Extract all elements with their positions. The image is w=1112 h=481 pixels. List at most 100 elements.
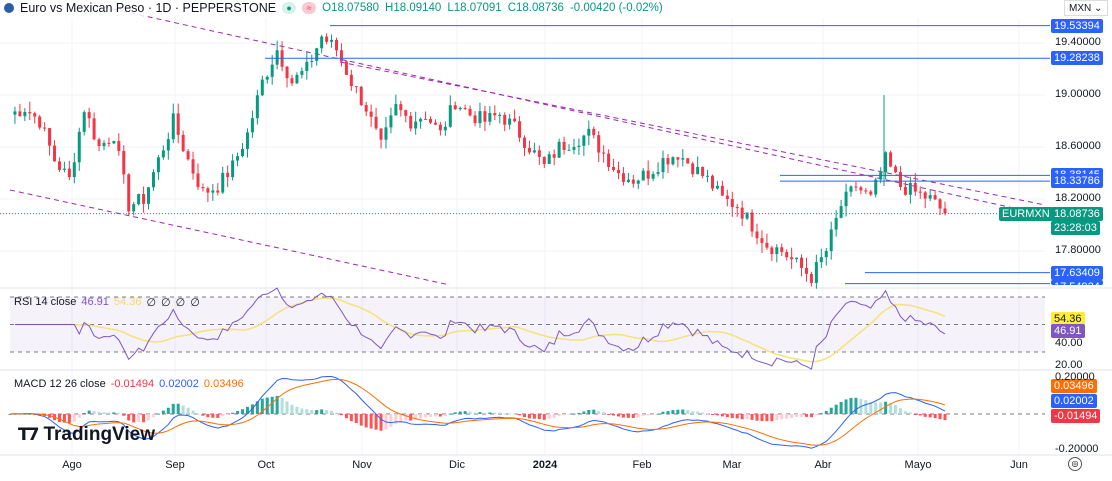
macd-histogram-bar [616,414,620,417]
candle [433,122,437,125]
macd-histogram-bar [785,414,789,419]
macd-histogram-bar [765,414,769,422]
ohlc-change: -0.00420 (-0.02%) [569,2,663,14]
candle [241,148,245,157]
candle [839,206,843,218]
macd-histogram-bar [849,397,853,414]
macd-histogram-bar [354,414,358,424]
macd-histogram-bar [770,414,774,422]
candle [364,105,368,112]
candle [849,186,853,192]
candle [503,114,507,125]
candle [720,185,724,196]
candle [389,115,393,128]
settings-gear-icon[interactable]: ◎ [1068,457,1082,471]
macd-histogram-bar [814,414,818,416]
candle [275,50,279,65]
candle [770,247,774,255]
candle [938,199,942,209]
rsi-legend[interactable]: RSI 14 close 46.91 54.36 ∅ ∅ ∅ ∅ [14,296,200,309]
candle [641,170,645,181]
candle [122,150,126,175]
candle [33,113,37,117]
macd-histogram-bar [928,414,932,418]
macd-histogram-bar [107,412,111,414]
macd-histogram-bar [656,413,660,415]
tradingview-logo[interactable]: 𝗧𝟳 TradingView [18,424,155,446]
trend-line [9,189,451,286]
macd-legend[interactable]: MACD 12 26 close -0.01494 0.02002 0.0349… [14,378,244,390]
macd-histogram-bar [132,414,136,423]
macd-histogram-bar [325,410,329,414]
macd-histogram-bar [819,413,823,415]
macd-histogram-bar [77,414,81,418]
macd-histogram-bar [176,403,180,414]
candle [918,191,922,193]
candle [171,113,175,140]
candle [933,195,937,200]
candle [438,124,442,131]
candle [795,257,799,260]
macd-histogram-bar [231,412,235,414]
candle [691,163,695,175]
macd-histogram-bar [696,411,700,414]
candle [775,247,779,255]
macd-histogram-bar [339,414,343,416]
candle [186,151,190,160]
price-tick: 19.40000 [1055,36,1101,48]
symbol-title[interactable]: Euro vs Mexican Peso · 1D · PEPPERSTONE [20,1,277,15]
candle [255,95,259,119]
candle [424,118,428,120]
macd-line [9,375,946,449]
candle [72,162,76,178]
candle [28,111,32,114]
time-axis-label: Jun [1010,459,1028,471]
candle [864,190,868,192]
candle [483,111,487,122]
candle [814,262,818,283]
macd-histogram-bar [607,414,611,415]
data-delay-icon: ≈ [302,2,317,14]
candle [191,159,195,174]
candle [562,141,566,151]
level-price-label: 19.28238 [1051,51,1103,66]
macd-histogram-bar [335,412,339,414]
macd-histogram-bar [221,414,225,417]
macd-histogram-bar [379,414,383,431]
macd-histogram-bar [424,414,428,418]
candle [48,128,52,146]
candle [602,152,606,154]
candle [626,179,630,182]
macd-histogram-bar [300,408,304,414]
macd-histogram-bar [57,414,61,423]
candle [913,182,917,192]
candle [800,257,804,268]
candle [755,231,759,239]
candle [300,71,304,75]
candle [107,142,111,144]
macd-histogram-bar [186,407,190,414]
time-axis-label: Abr [814,459,832,471]
ohlc-low: L18.07091 [447,2,502,14]
macd-histogram-bar [740,414,744,420]
macd-histogram-bar [33,414,37,415]
macd-histogram-bar [448,413,452,415]
candle [359,86,363,106]
macd-histogram-bar [344,414,348,419]
time-axis-label: Mayo [904,459,932,471]
candle [898,172,902,187]
macd-histogram-bar [824,411,828,414]
candle [43,127,47,129]
candle [285,66,289,79]
candle [829,229,833,252]
macd-histogram-bar [864,400,868,414]
macd-histogram-bar [898,408,902,414]
candle [226,172,230,178]
level-price-label: 17.54924 [1051,279,1103,285]
rsi-ma-label: 54.36 [1051,311,1085,326]
candle [493,113,497,116]
macd-histogram-bar [572,413,576,415]
candle [137,194,141,205]
currency-select[interactable]: MXN ⌄ [1064,0,1108,16]
